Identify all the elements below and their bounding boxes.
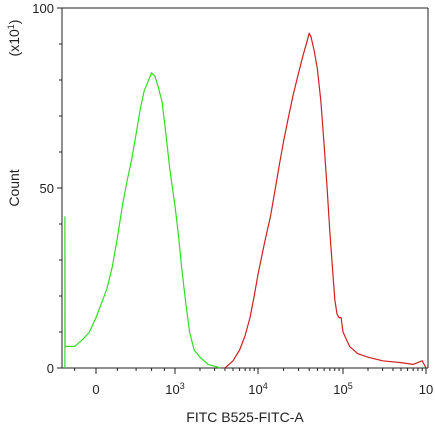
histogram-series-2 xyxy=(224,32,427,369)
y-multiplier-close: ) xyxy=(6,20,22,25)
y-tick-label: 0 xyxy=(47,361,54,376)
y-tick-label: 50 xyxy=(40,181,54,196)
x-tick-label: 0 xyxy=(92,382,99,397)
x-tick-label: 104 xyxy=(248,381,267,397)
x-ticks: 0 103 104 105 10 xyxy=(74,368,433,397)
histogram-series-1 xyxy=(64,72,221,369)
x-tick-label: 10 xyxy=(419,382,433,397)
y-multiplier-label: (x101) xyxy=(6,20,22,57)
x-tick-label: 105 xyxy=(333,381,352,397)
x-axis-title: FITC B525-FITC-A xyxy=(186,409,304,425)
x-tick-label: 103 xyxy=(165,381,184,397)
plot-area xyxy=(61,7,429,369)
series-layer xyxy=(64,32,427,369)
y-ticks: 0 50 100 xyxy=(32,1,62,376)
y-axis-title: Count xyxy=(6,169,22,206)
y-tick-label: 100 xyxy=(32,1,54,16)
y-multiplier-exponent: 1 xyxy=(6,24,16,29)
y-multiplier-base: (x10 xyxy=(6,29,22,56)
